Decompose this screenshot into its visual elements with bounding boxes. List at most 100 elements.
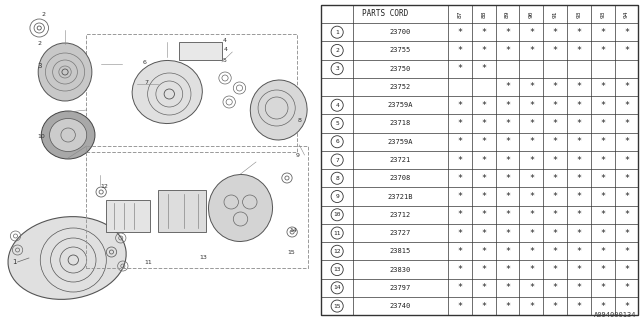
Text: 23755: 23755: [390, 47, 411, 53]
Text: *: *: [600, 210, 605, 219]
Ellipse shape: [209, 174, 273, 242]
Text: 2: 2: [42, 12, 45, 17]
Text: *: *: [600, 301, 605, 311]
Text: *: *: [553, 265, 557, 274]
Text: *: *: [505, 228, 510, 237]
Text: *: *: [481, 228, 486, 237]
Text: 23830: 23830: [390, 267, 411, 273]
Text: *: *: [600, 174, 605, 183]
Text: *: *: [624, 28, 629, 37]
Text: *: *: [577, 101, 581, 110]
Text: *: *: [458, 265, 463, 274]
Text: *: *: [529, 156, 534, 164]
Text: *: *: [458, 301, 463, 311]
Text: *: *: [481, 46, 486, 55]
Bar: [179, 42, 222, 60]
Text: *: *: [505, 119, 510, 128]
Text: *: *: [481, 247, 486, 256]
Text: 1: 1: [335, 30, 339, 35]
Text: 15: 15: [333, 304, 341, 308]
Text: *: *: [529, 119, 534, 128]
Text: 7: 7: [145, 80, 148, 85]
Text: *: *: [577, 265, 581, 274]
Text: *: *: [458, 101, 463, 110]
Text: 23712: 23712: [390, 212, 411, 218]
Text: *: *: [577, 301, 581, 311]
Bar: [158, 190, 207, 232]
Text: *: *: [481, 64, 486, 73]
Text: *: *: [481, 28, 486, 37]
Text: *: *: [600, 156, 605, 164]
Text: *: *: [529, 174, 534, 183]
Text: *: *: [505, 265, 510, 274]
Text: *: *: [505, 83, 510, 92]
Text: *: *: [553, 210, 557, 219]
Text: 14: 14: [289, 228, 297, 233]
Text: 11: 11: [333, 230, 341, 236]
Text: *: *: [553, 174, 557, 183]
Text: *: *: [624, 137, 629, 146]
Text: 23740: 23740: [390, 303, 411, 309]
Text: *: *: [624, 301, 629, 311]
Text: 91: 91: [553, 10, 557, 18]
Text: 10: 10: [333, 212, 341, 217]
Text: 2: 2: [335, 48, 339, 53]
Text: *: *: [458, 283, 463, 292]
Text: A094000134: A094000134: [595, 312, 637, 318]
Text: *: *: [624, 210, 629, 219]
Text: *: *: [458, 46, 463, 55]
Text: 2: 2: [37, 41, 41, 46]
Text: 94: 94: [624, 10, 629, 18]
Text: *: *: [553, 28, 557, 37]
Text: *: *: [458, 64, 463, 73]
Text: *: *: [577, 228, 581, 237]
Text: *: *: [553, 192, 557, 201]
Text: *: *: [529, 137, 534, 146]
Text: *: *: [505, 210, 510, 219]
Text: *: *: [600, 247, 605, 256]
Text: 23721: 23721: [390, 157, 411, 163]
Text: *: *: [505, 156, 510, 164]
Text: *: *: [529, 101, 534, 110]
Ellipse shape: [49, 118, 86, 151]
Text: *: *: [458, 192, 463, 201]
Text: *: *: [481, 101, 486, 110]
Ellipse shape: [8, 217, 126, 300]
Text: *: *: [505, 247, 510, 256]
Text: *: *: [505, 174, 510, 183]
Text: *: *: [577, 192, 581, 201]
Text: 4: 4: [224, 47, 228, 52]
Text: *: *: [624, 247, 629, 256]
Text: *: *: [529, 46, 534, 55]
Text: *: *: [458, 174, 463, 183]
Text: 23759A: 23759A: [388, 102, 413, 108]
Text: *: *: [600, 28, 605, 37]
Text: 8: 8: [335, 176, 339, 181]
Text: *: *: [505, 28, 510, 37]
Text: *: *: [505, 101, 510, 110]
Text: 13: 13: [333, 267, 341, 272]
Text: *: *: [458, 228, 463, 237]
Text: *: *: [553, 283, 557, 292]
Text: *: *: [481, 265, 486, 274]
Text: *: *: [600, 83, 605, 92]
Text: *: *: [600, 265, 605, 274]
Text: *: *: [481, 210, 486, 219]
Text: *: *: [600, 192, 605, 201]
Text: *: *: [553, 101, 557, 110]
Text: *: *: [577, 28, 581, 37]
Text: 88: 88: [481, 10, 486, 18]
Text: *: *: [505, 46, 510, 55]
Text: *: *: [577, 83, 581, 92]
Text: *: *: [600, 101, 605, 110]
Text: 23815: 23815: [390, 248, 411, 254]
Text: 12: 12: [333, 249, 341, 254]
Text: *: *: [505, 283, 510, 292]
Text: 9: 9: [295, 153, 300, 158]
Text: *: *: [577, 119, 581, 128]
Text: *: *: [481, 301, 486, 311]
Text: *: *: [529, 210, 534, 219]
Text: *: *: [529, 265, 534, 274]
Text: *: *: [458, 119, 463, 128]
Text: 23721B: 23721B: [388, 194, 413, 199]
